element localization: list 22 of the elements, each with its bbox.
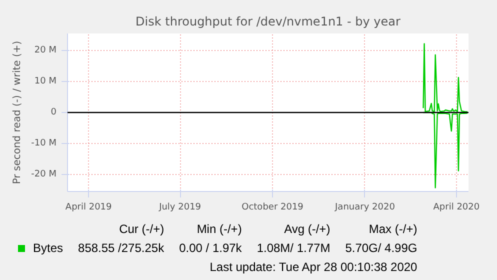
y-tick-label: 20 M	[34, 46, 56, 56]
x-tick-label: April 2020	[433, 202, 480, 212]
x-tick-label: October 2019	[242, 202, 304, 212]
y-tick-label: -20 M	[31, 169, 56, 180]
text: 1.08M/ 1.77M	[256, 240, 332, 258]
text: Cur (-/+)	[118, 221, 166, 238]
text: Avg (-/+)	[283, 221, 332, 238]
legend-label: Bytes	[32, 240, 64, 258]
y-tick-label: -10 M	[31, 138, 56, 148]
text: Last update: Tue Apr 28 00:10:38 2020	[208, 259, 418, 276]
text: 0.00 / 1.97k	[178, 240, 243, 258]
text: 858.55 /275.25k	[77, 240, 166, 258]
chart-title: Disk throughput for /dev/nvme1n1 - by year	[136, 14, 401, 28]
y-tick-label: 0	[50, 108, 57, 118]
y-axis-title: Pr second read (-) / write (+)	[12, 40, 24, 184]
y-tick-label: 10 M	[34, 76, 56, 87]
text: Max (-/+)	[368, 221, 418, 238]
x-tick-label: April 2019	[65, 202, 112, 212]
x-tick-label: January 2020	[334, 202, 396, 212]
text: 5.70G/ 4.99G	[344, 240, 418, 258]
x-tick-label: July 2019	[158, 202, 202, 212]
text: Min (-/+)	[196, 221, 243, 238]
